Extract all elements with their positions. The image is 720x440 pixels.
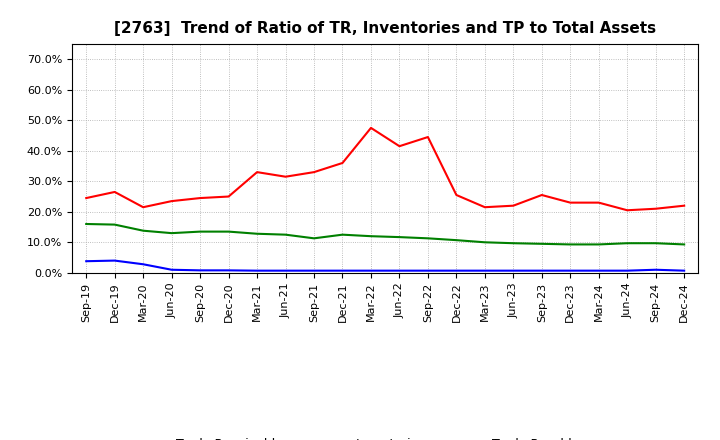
Inventories (366, 268, 375, 273)
Line: Inventories: Inventories (86, 260, 684, 271)
Trade Payables (623, 241, 631, 246)
Inventories (225, 268, 233, 273)
Trade Receivables (253, 169, 261, 175)
Trade Receivables (366, 125, 375, 131)
Trade Payables (509, 241, 518, 246)
Trade Receivables (282, 174, 290, 180)
Inventories (480, 268, 489, 273)
Trade Payables (566, 242, 575, 247)
Inventories (537, 268, 546, 273)
Trade Receivables (338, 160, 347, 165)
Title: [2763]  Trend of Ratio of TR, Inventories and TP to Total Assets: [2763] Trend of Ratio of TR, Inventories… (114, 21, 656, 36)
Inventories (82, 259, 91, 264)
Trade Receivables (680, 203, 688, 208)
Trade Payables (423, 236, 432, 241)
Inventories (110, 258, 119, 263)
Trade Payables (310, 236, 318, 241)
Trade Payables (537, 241, 546, 246)
Line: Trade Payables: Trade Payables (86, 224, 684, 245)
Inventories (680, 268, 688, 273)
Trade Payables (110, 222, 119, 227)
Inventories (196, 268, 204, 273)
Trade Receivables (509, 203, 518, 208)
Trade Payables (366, 234, 375, 239)
Trade Payables (196, 229, 204, 234)
Trade Receivables (167, 198, 176, 204)
Inventories (282, 268, 290, 273)
Trade Payables (253, 231, 261, 236)
Inventories (623, 268, 631, 273)
Inventories (423, 268, 432, 273)
Inventories (139, 262, 148, 267)
Trade Receivables (595, 200, 603, 205)
Trade Payables (595, 242, 603, 247)
Trade Receivables (310, 169, 318, 175)
Trade Receivables (480, 205, 489, 210)
Trade Payables (338, 232, 347, 237)
Trade Payables (452, 238, 461, 243)
Trade Payables (82, 221, 91, 227)
Inventories (652, 267, 660, 272)
Trade Receivables (196, 195, 204, 201)
Trade Receivables (566, 200, 575, 205)
Trade Receivables (225, 194, 233, 199)
Trade Receivables (139, 205, 148, 210)
Legend: Trade Receivables, Inventories, Trade Payables: Trade Receivables, Inventories, Trade Pa… (130, 433, 590, 440)
Trade Receivables (82, 195, 91, 201)
Trade Receivables (652, 206, 660, 211)
Inventories (595, 268, 603, 273)
Inventories (167, 267, 176, 272)
Trade Payables (395, 235, 404, 240)
Trade Payables (225, 229, 233, 234)
Trade Payables (480, 240, 489, 245)
Trade Payables (139, 228, 148, 233)
Trade Receivables (452, 192, 461, 198)
Inventories (566, 268, 575, 273)
Trade Payables (680, 242, 688, 247)
Trade Receivables (423, 134, 432, 139)
Trade Receivables (623, 208, 631, 213)
Inventories (452, 268, 461, 273)
Trade Receivables (537, 192, 546, 198)
Inventories (509, 268, 518, 273)
Trade Receivables (395, 143, 404, 149)
Inventories (395, 268, 404, 273)
Trade Payables (282, 232, 290, 237)
Trade Payables (652, 241, 660, 246)
Inventories (338, 268, 347, 273)
Inventories (253, 268, 261, 273)
Trade Payables (167, 231, 176, 236)
Trade Receivables (110, 189, 119, 194)
Line: Trade Receivables: Trade Receivables (86, 128, 684, 210)
Inventories (310, 268, 318, 273)
